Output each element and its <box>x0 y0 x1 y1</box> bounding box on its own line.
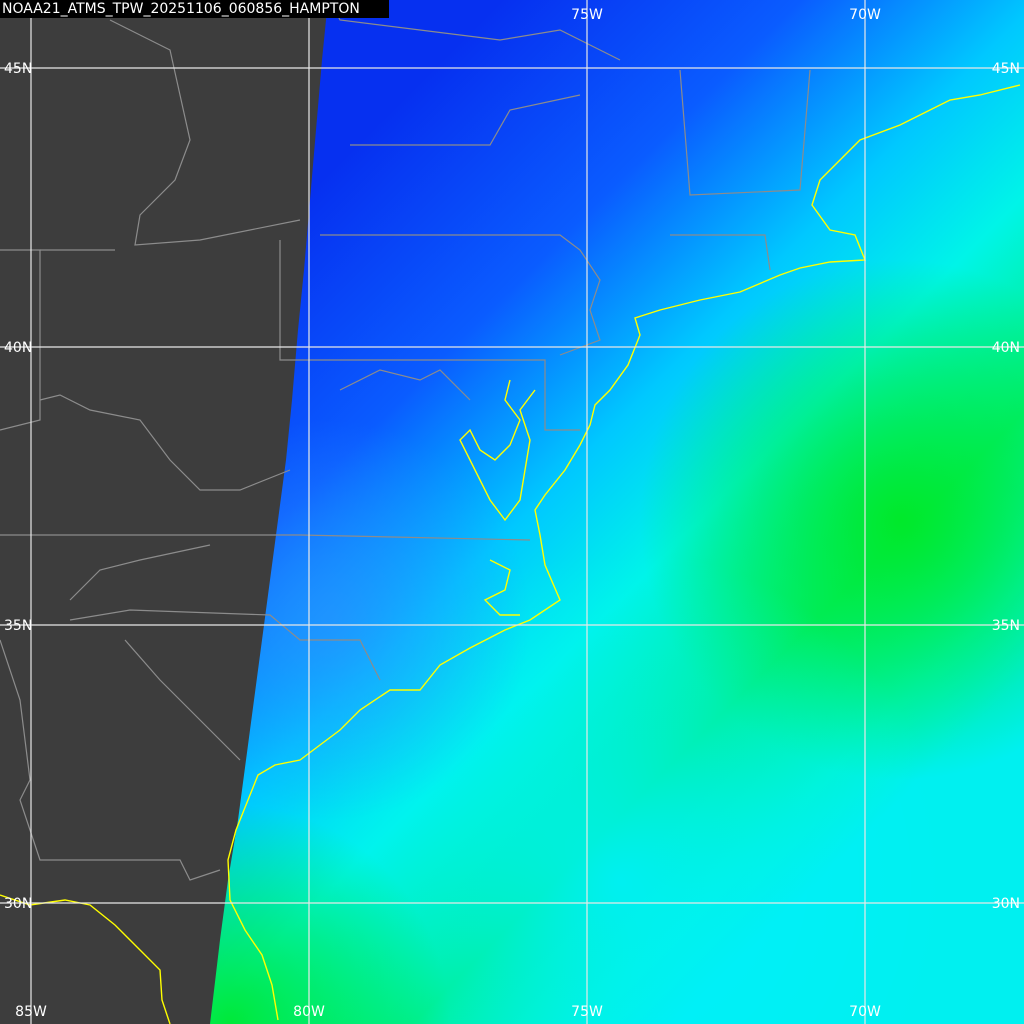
lon-label: 70W <box>849 7 881 23</box>
lon-label: 85W <box>15 1004 47 1020</box>
title-background <box>0 0 389 18</box>
lat-label: 30N <box>992 896 1020 912</box>
lat-label: 40N <box>4 340 32 356</box>
lon-label: 75W <box>571 1004 603 1020</box>
grid-labels: 75W 70W 85W 80W 75W 70W 45N 40N 35N 30N … <box>4 7 1020 1020</box>
lat-label: 40N <box>992 340 1020 356</box>
lon-label: 70W <box>849 1004 881 1020</box>
lat-label: 45N <box>992 61 1020 77</box>
lat-label: 35N <box>992 618 1020 634</box>
lat-label: 45N <box>4 61 32 77</box>
image-title: NOAA21_ATMS_TPW_20251106_060856_HAMPTON <box>2 1 360 17</box>
lat-label: 35N <box>4 618 32 634</box>
state-borders <box>0 0 811 881</box>
no-data-swath <box>0 0 328 1024</box>
lon-label: 80W <box>293 1004 325 1020</box>
lat-label: 30N <box>4 896 32 912</box>
lon-label: 75W <box>571 7 603 23</box>
